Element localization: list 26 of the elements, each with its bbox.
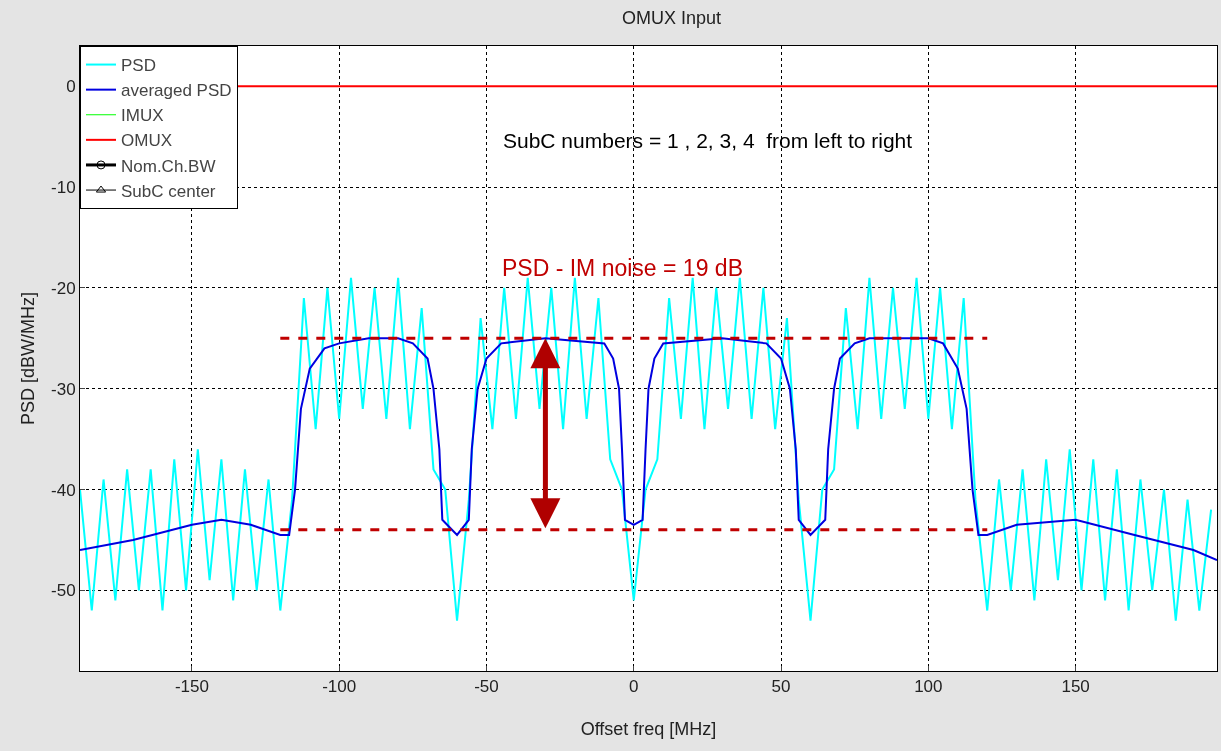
- line-series: [80, 337, 1217, 562]
- x-tick-label: -150: [174, 677, 209, 697]
- chart-title: OMUX Input: [622, 7, 722, 28]
- legend-label: PSD: [121, 56, 156, 76]
- legend-label: SubC center: [121, 181, 216, 201]
- y-tick-label: -20: [51, 278, 76, 298]
- y-axis-title: PSD [dBW/MHz]: [18, 291, 38, 426]
- legend-label: Nom.Ch.BW: [121, 156, 216, 176]
- annotation: SubC numbers = 1 , 2, 3, 4 from left to right: [503, 129, 913, 152]
- legend-label: IMUX: [121, 106, 164, 126]
- annotation: PSD - IM noise = 19 dB: [502, 255, 743, 281]
- y-tick-label: -40: [51, 480, 76, 500]
- x-tick-label: 150: [1061, 677, 1090, 697]
- y-tick-label: 0: [66, 77, 76, 97]
- y-tick-label: -10: [51, 178, 76, 198]
- y-tick-label: -50: [51, 581, 76, 601]
- x-tick-label: 100: [914, 677, 943, 697]
- line-series: [80, 276, 1213, 622]
- x-tick-label: 0: [629, 677, 639, 697]
- legend-label: averaged PSD: [121, 81, 232, 101]
- legend-label: OMUX: [121, 131, 172, 151]
- y-tick-label: -30: [51, 379, 76, 399]
- x-axis-title: Offset freq [MHz]: [580, 719, 717, 739]
- x-tick-label: -50: [474, 677, 499, 697]
- x-tick-label: 50: [771, 677, 791, 697]
- x-tick-label: -100: [322, 677, 357, 697]
